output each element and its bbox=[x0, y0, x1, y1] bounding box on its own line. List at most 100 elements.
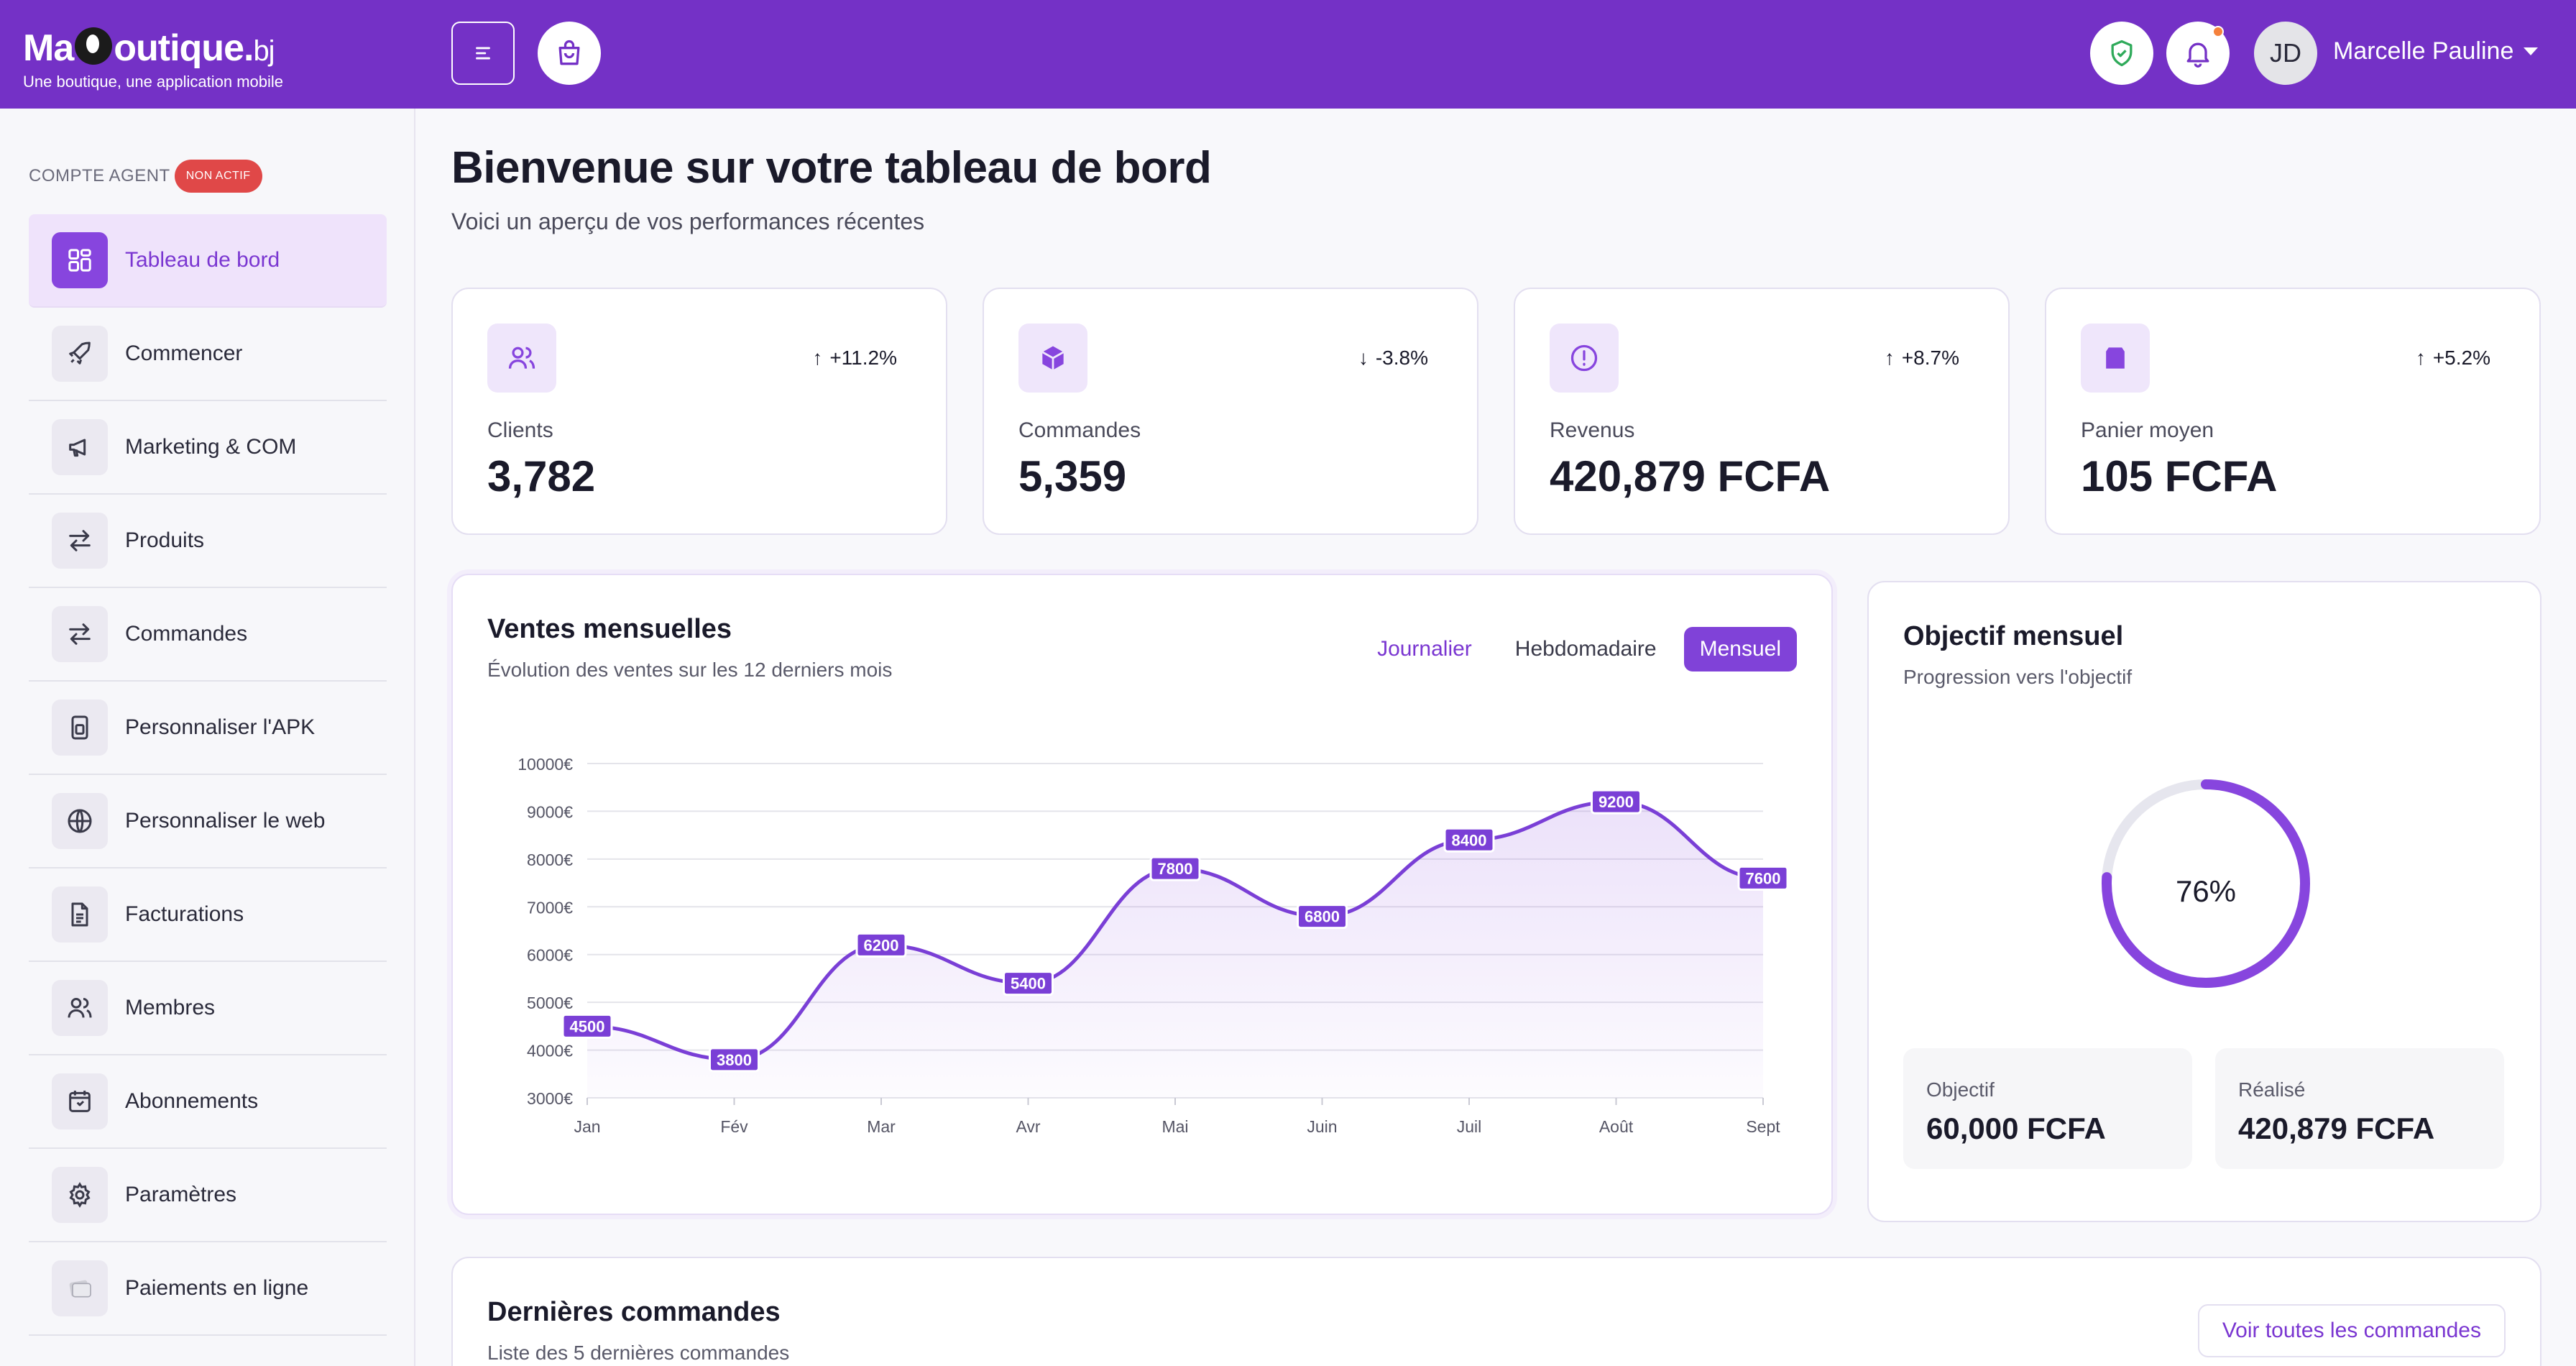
orders-title: Dernières commandes bbox=[487, 1297, 781, 1327]
goal-ring-progress bbox=[2102, 779, 2310, 988]
brand-name-suffix: outique. bbox=[114, 27, 254, 69]
sidebar-item-label: Facturations bbox=[125, 902, 244, 926]
chart-data-label: 9200 bbox=[1598, 793, 1634, 811]
user-name: Marcelle Pauline bbox=[2333, 37, 2514, 65]
period-monthly-button[interactable]: Mensuel bbox=[1683, 627, 1797, 671]
chart-x-tick-label: Fév bbox=[720, 1117, 748, 1136]
sidebar-item-facturations[interactable]: Facturations bbox=[29, 868, 387, 962]
chart-area bbox=[587, 802, 1763, 1098]
stat-change-value: +11.2% bbox=[829, 347, 897, 369]
info-circle-icon bbox=[1550, 324, 1619, 393]
stat-card-panier: ↑ +5.2% Panier moyen 105 FCFA bbox=[2045, 288, 2541, 535]
arrow-down-icon: ↓ bbox=[1358, 347, 1368, 369]
sidebar-item-produits[interactable]: Produits bbox=[29, 495, 387, 588]
orders-subtitle: Liste des 5 dernières commandes bbox=[487, 1342, 790, 1364]
box-icon bbox=[1018, 324, 1087, 393]
sales-chart-card: 3000€ 4000€ 5000€ 6000€ 7000€ 8000€ 9000€ 10000… bbox=[451, 574, 1833, 1215]
stat-value: 105 FCFA bbox=[2081, 452, 2278, 500]
sidebar-item-label: Produits bbox=[125, 528, 205, 552]
goal-target-box: Objectif 60,000 FCFA bbox=[1903, 1048, 2192, 1169]
chart-data-label-box bbox=[1443, 827, 1495, 853]
goal-achieved-value: 420,879 FCFA bbox=[2238, 1111, 2435, 1145]
brand-tagline: Une boutique, une application mobile bbox=[23, 73, 284, 91]
sidebar: Ma outique. bj Une boutique, une applicati… bbox=[0, 0, 415, 1366]
sidebar-item-label: Personnaliser l'APK bbox=[125, 715, 316, 739]
sidebar-item-commandes[interactable]: Commandes bbox=[29, 588, 387, 682]
stat-card-commandes: ↓ -3.8% Commandes 5,359 bbox=[983, 288, 1478, 535]
rocket-icon bbox=[52, 326, 108, 382]
chart-x-tick-label: Mai bbox=[1162, 1117, 1188, 1136]
hamburger-icon bbox=[476, 47, 490, 60]
chart-data-label: 4500 bbox=[570, 1017, 605, 1035]
stat-label: Commandes bbox=[1018, 418, 1141, 442]
stat-value: 420,879 FCFA bbox=[1550, 452, 1831, 500]
chart-data-label-box bbox=[1737, 865, 1789, 891]
document-icon bbox=[52, 886, 108, 943]
chart-y-tick-label: 8000€ bbox=[527, 851, 573, 869]
chart-data-label: 3800 bbox=[717, 1051, 752, 1069]
chart-data-label-box bbox=[1591, 789, 1642, 815]
brand-mark-icon bbox=[75, 27, 113, 65]
megaphone-icon bbox=[52, 419, 108, 475]
chart-x-tick-label: Août bbox=[1599, 1117, 1634, 1136]
brand-name: Ma outique. bj bbox=[23, 23, 415, 71]
sidebar-item-dashboard[interactable]: Tableau de bord bbox=[29, 214, 387, 308]
chart-x-tick-label: Mar bbox=[867, 1117, 896, 1136]
arrow-up-icon: ↑ bbox=[2415, 347, 2426, 369]
logo[interactable]: Ma outique. bj Une boutique, une applicati… bbox=[0, 0, 415, 109]
goal-target-value: 60,000 FCFA bbox=[1926, 1111, 2106, 1145]
sidebar-menu: Tableau de bord Commencer Marketing & CO… bbox=[29, 214, 387, 1336]
chart-x-tick-label: Avr bbox=[1016, 1117, 1040, 1136]
stat-card-clients: ↑ +11.2% Clients 3,782 bbox=[451, 288, 947, 535]
goal-card: Objectif mensuel Progression vers l'obje… bbox=[1867, 581, 2542, 1222]
account-status-badge: NON ACTIF bbox=[174, 160, 262, 193]
sidebar-item-membres[interactable]: Membres bbox=[29, 962, 387, 1055]
period-daily-button[interactable]: Journalier bbox=[1377, 637, 1472, 661]
shop-button[interactable] bbox=[538, 22, 601, 85]
notifications-button[interactable] bbox=[2166, 22, 2230, 85]
arrows-icon bbox=[52, 606, 108, 662]
brand-tld: bj bbox=[253, 35, 275, 67]
goal-progress-ring bbox=[2102, 779, 2310, 988]
avatar[interactable]: JD bbox=[2254, 22, 2317, 85]
latest-orders-card: Dernières commandes Liste des 5 dernière… bbox=[451, 1257, 2542, 1366]
sales-line-chart: 3000€ 4000€ 5000€ 6000€ 7000€ 8000€ 9000€ 10000… bbox=[518, 755, 1789, 1136]
top-header: JD Marcelle Pauline bbox=[415, 0, 2576, 109]
card-icon bbox=[52, 1260, 108, 1316]
goal-target-label: Objectif bbox=[1926, 1078, 1995, 1101]
chevron-down-icon bbox=[2524, 47, 2539, 55]
globe-icon bbox=[52, 793, 108, 849]
chart-data-label: 6200 bbox=[864, 936, 899, 954]
sidebar-item-label: Abonnements bbox=[125, 1089, 259, 1113]
security-button[interactable] bbox=[2090, 22, 2153, 85]
chart-title: Ventes mensuelles bbox=[487, 614, 732, 644]
stat-change: ↓ -3.8% bbox=[1358, 347, 1428, 370]
sidebar-item-web[interactable]: Personnaliser le web bbox=[29, 775, 387, 868]
brand-name-prefix: Ma bbox=[23, 27, 74, 69]
sidebar-item-label: Commandes bbox=[125, 622, 248, 646]
sidebar-item-parametres[interactable]: Paramètres bbox=[29, 1149, 387, 1242]
stat-change-value: -3.8% bbox=[1375, 347, 1428, 369]
user-menu[interactable]: Marcelle Pauline bbox=[2333, 37, 2539, 65]
sidebar-item-label: Membres bbox=[125, 996, 216, 1019]
device-icon bbox=[52, 700, 108, 756]
calendar-icon bbox=[52, 1073, 108, 1129]
sidebar-item-apk[interactable]: Personnaliser l'APK bbox=[29, 682, 387, 775]
sidebar-item-label: Paramètres bbox=[125, 1183, 237, 1206]
users-icon bbox=[487, 324, 556, 393]
stat-label: Panier moyen bbox=[2081, 418, 2214, 442]
sidebar-item-abonnements[interactable]: Abonnements bbox=[29, 1055, 387, 1149]
sidebar-item-commencer[interactable]: Commencer bbox=[29, 308, 387, 401]
basket-icon bbox=[2081, 324, 2150, 393]
arrows-icon bbox=[52, 513, 108, 569]
sidebar-item-paiements[interactable]: Paiements en ligne bbox=[29, 1242, 387, 1336]
stat-change: ↑ +5.2% bbox=[2416, 347, 2490, 370]
users-icon bbox=[52, 980, 108, 1036]
menu-toggle-button[interactable] bbox=[451, 22, 515, 85]
chart-data-label-box bbox=[709, 1047, 760, 1073]
stat-change: ↑ +8.7% bbox=[1885, 347, 1959, 370]
view-all-orders-button[interactable]: Voir toutes les commandes bbox=[2197, 1304, 2506, 1357]
sidebar-item-marketing[interactable]: Marketing & COM bbox=[29, 401, 387, 495]
shield-check-icon bbox=[2111, 40, 2133, 67]
period-weekly-button[interactable]: Hebdomadaire bbox=[1514, 637, 1657, 661]
